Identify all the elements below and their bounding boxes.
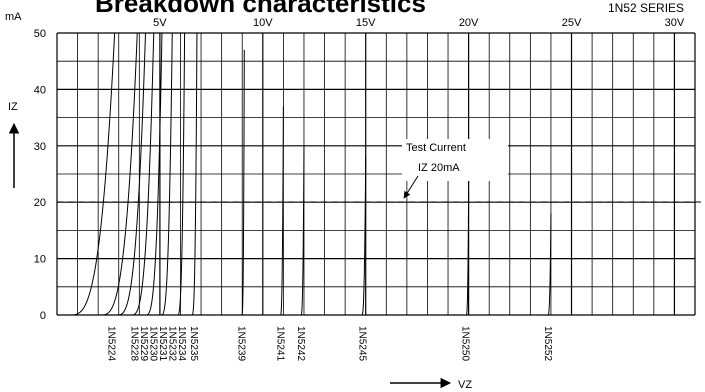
y-unit-label: mA xyxy=(5,11,22,23)
x-tick-label: 25V xyxy=(562,17,582,29)
curve-1n5235 xyxy=(191,33,198,316)
y-tick-label: 50 xyxy=(34,28,46,40)
part-number-labels: 1N5224 1N52281N52291N52301N52311N52321N52… xyxy=(106,326,553,361)
part-label-1n5234: 1N5234 xyxy=(176,326,187,361)
part-label-1n5232: 1N5232 xyxy=(166,326,177,361)
x-axis-label: VZ xyxy=(458,379,472,391)
chart-title: Breakdown characteristics xyxy=(95,0,426,18)
part-label-1n5224: 1N5224 xyxy=(106,326,117,361)
curve-1n5239 xyxy=(241,49,245,316)
part-label-1n5245: 1N5245 xyxy=(357,326,368,361)
curves xyxy=(69,33,552,316)
part-label-1n5235: 1N5235 xyxy=(188,326,199,361)
test-current-callout-box xyxy=(402,139,508,181)
part-label-1n5229: 1N5229 xyxy=(138,326,149,361)
x-tick-label: 10V xyxy=(253,17,273,29)
y-tick-label: 10 xyxy=(34,254,46,266)
y-tick-label: 40 xyxy=(34,84,46,96)
part-label-1n5252: 1N5252 xyxy=(542,326,553,361)
part-label-1n5241: 1N5241 xyxy=(274,326,285,361)
curve-1n5234 xyxy=(177,33,186,316)
y-tick-label: 20 xyxy=(34,197,46,209)
x-tick-label: 5V xyxy=(153,17,167,29)
test-current-pointer xyxy=(403,175,419,199)
x-tick-label: 30V xyxy=(665,17,685,29)
y-tick-label: 30 xyxy=(34,141,46,153)
chart-subtitle: 1N52 SERIES xyxy=(608,1,684,15)
curve-1n5242 xyxy=(300,145,305,316)
part-label-1n5242: 1N5242 xyxy=(295,326,306,361)
curve-1n5228 xyxy=(100,33,138,316)
part-label-1n5230: 1N5230 xyxy=(147,326,158,361)
x-tick-label: 20V xyxy=(459,17,479,29)
part-label-1n5231: 1N5231 xyxy=(157,326,168,361)
test-current-value-label: IZ 20mA xyxy=(418,162,460,174)
curve-1n5232 xyxy=(160,33,173,316)
curve-1n5252 xyxy=(547,213,552,316)
part-label-1n5239: 1N5239 xyxy=(235,326,246,361)
part-label-1n5250: 1N5250 xyxy=(460,326,471,361)
test-current-label: Test Current xyxy=(406,142,466,154)
curve-1n5245 xyxy=(361,157,367,316)
y-tick-labels: 0 10 20 30 40 50 xyxy=(34,28,46,322)
curve-1n5229 xyxy=(116,33,146,316)
curve-1n5224 xyxy=(69,33,116,316)
y-axis-label: IZ xyxy=(8,101,18,113)
y-tick-label: 0 xyxy=(40,310,46,322)
part-label-1n5228: 1N5228 xyxy=(128,326,139,361)
x-tick-labels: 5V 10V 15V 20V 25V 30V xyxy=(153,17,685,29)
curve-1n5231 xyxy=(145,33,163,316)
curve-1n5250 xyxy=(465,190,470,316)
curve-1n5230 xyxy=(131,33,155,316)
x-tick-label: 15V xyxy=(356,17,376,29)
curve-1n5241 xyxy=(280,106,284,316)
